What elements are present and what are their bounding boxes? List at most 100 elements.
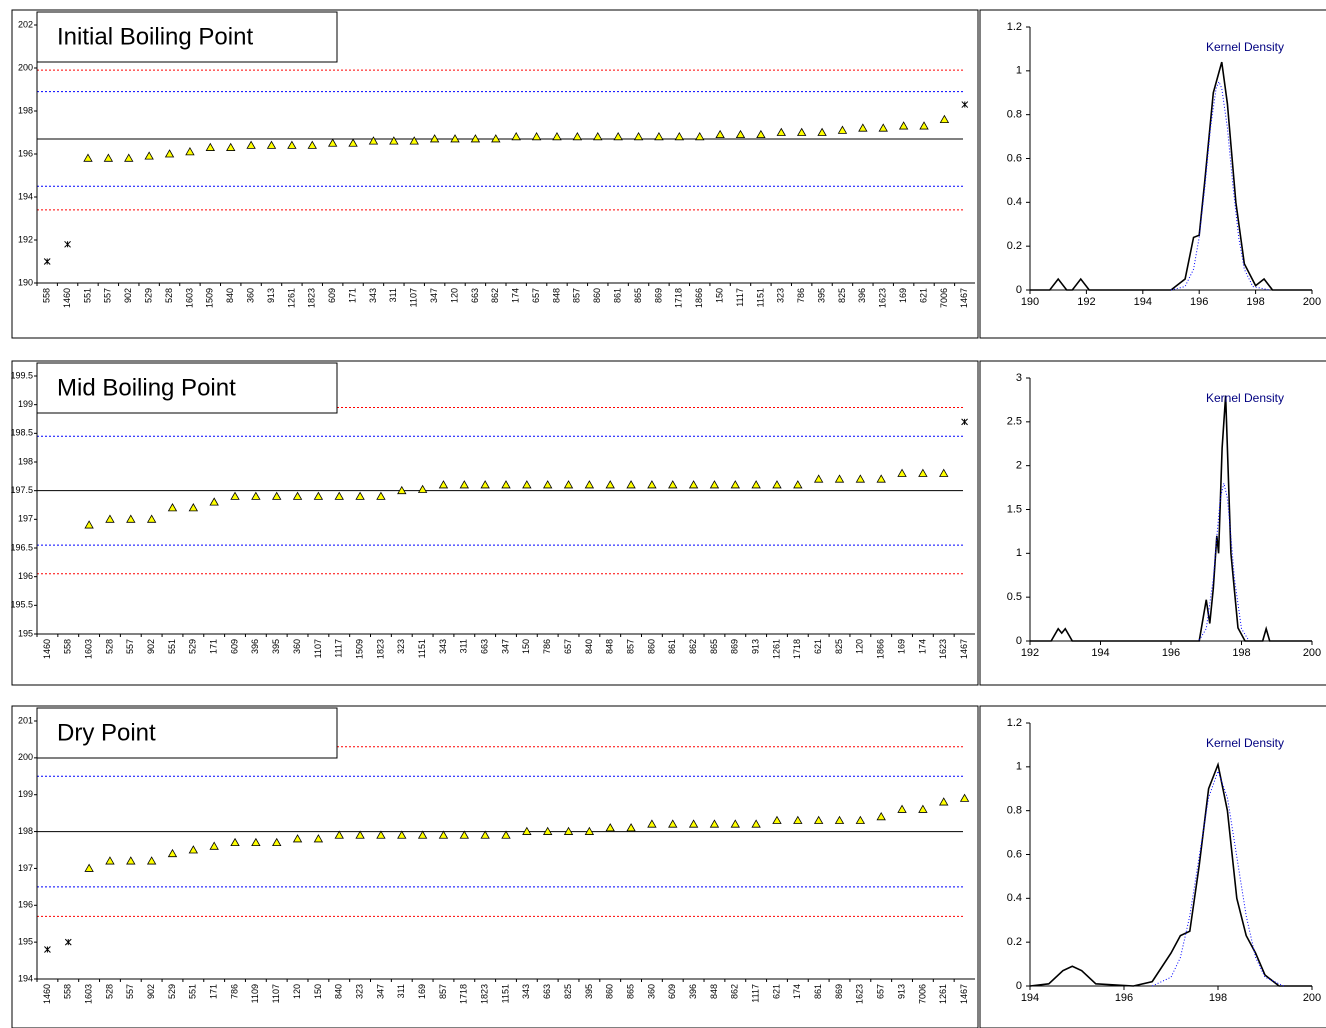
data-point <box>105 514 115 523</box>
data-point <box>83 153 93 162</box>
data-point <box>593 131 603 141</box>
x-tick-label: 169 <box>896 639 906 654</box>
data-point <box>126 856 136 865</box>
data-point <box>409 136 419 145</box>
y-tick-label: 0 <box>1016 635 1022 647</box>
x-tick-label: 663 <box>470 288 480 303</box>
data-point <box>730 480 740 489</box>
x-tick-label: 786 <box>542 639 552 654</box>
outlier-point <box>961 418 968 426</box>
x-tick-label: 1603 <box>184 288 194 308</box>
title-box <box>36 11 338 63</box>
data-point <box>613 131 623 141</box>
data-point <box>654 131 664 141</box>
x-tick-label: 657 <box>563 639 573 654</box>
data-point <box>103 153 114 162</box>
x-tick-label: 171 <box>209 639 219 654</box>
title-box <box>36 362 338 414</box>
x-tick-label: 192 <box>1077 296 1095 308</box>
x-tick-label: 396 <box>250 639 260 654</box>
data-point <box>647 480 657 489</box>
x-tick-label: 194 <box>1091 647 1109 659</box>
x-tick-label: 1261 <box>286 288 296 308</box>
y-tick-label: 195.5 <box>10 600 33 610</box>
x-tick-label: 862 <box>688 639 698 654</box>
x-tick-label: 200 <box>1303 647 1321 659</box>
x-tick-label: 861 <box>667 639 677 654</box>
data-point <box>647 819 657 828</box>
x-tick-label: 869 <box>730 639 740 654</box>
data-point <box>450 134 460 143</box>
x-tick-label: 190 <box>1021 296 1039 308</box>
x-tick-label: 840 <box>334 984 344 999</box>
data-point <box>817 127 827 136</box>
panel <box>11 360 979 686</box>
x-tick-label: 528 <box>104 639 114 654</box>
data-point <box>772 480 782 489</box>
data-point <box>542 826 553 835</box>
y-tick-label: 0.4 <box>1007 892 1022 904</box>
data-point <box>313 834 324 843</box>
data-point <box>772 815 782 824</box>
y-tick-label: 199 <box>18 789 33 799</box>
data-point <box>584 826 595 835</box>
x-tick-label: 557 <box>125 639 135 654</box>
data-point <box>834 474 845 483</box>
x-tick-label: 174 <box>917 639 927 654</box>
data-point <box>668 480 678 489</box>
data-point <box>84 520 94 529</box>
data-point <box>876 474 886 483</box>
data-point <box>542 480 553 489</box>
x-tick-label: 1261 <box>771 639 781 659</box>
x-tick-label: 860 <box>592 288 602 303</box>
data-point <box>209 497 219 506</box>
x-tick-label: 860 <box>605 984 615 999</box>
data-point <box>919 121 929 130</box>
data-point <box>878 123 888 132</box>
x-tick-label: 825 <box>837 288 847 303</box>
x-tick-label: 198 <box>1232 647 1250 659</box>
data-point <box>531 131 542 141</box>
x-tick-label: 848 <box>551 288 561 303</box>
y-tick-label: 198 <box>18 105 33 115</box>
data-point <box>348 138 358 147</box>
data-point <box>918 804 928 813</box>
annotation: Kernel Density <box>1206 40 1284 54</box>
y-tick-label: 0 <box>1016 284 1022 296</box>
y-tick-label: 197 <box>18 514 33 524</box>
data-point <box>897 804 907 813</box>
x-tick-label: 360 <box>292 639 302 654</box>
x-tick-label: 343 <box>521 984 531 999</box>
x-tick-label: 7006 <box>917 984 927 1004</box>
y-tick-label: 2.5 <box>1007 416 1022 428</box>
x-tick-label: 396 <box>857 288 867 303</box>
data-point <box>688 480 699 489</box>
data-point <box>918 468 928 477</box>
data-point <box>695 131 705 141</box>
panel <box>979 360 1326 686</box>
x-tick-label: 865 <box>709 639 719 654</box>
x-tick-label: 869 <box>834 984 844 999</box>
data-point <box>709 819 720 828</box>
y-tick-label: 198.5 <box>10 428 33 438</box>
data-point <box>230 837 240 847</box>
data-point <box>438 830 449 839</box>
data-point <box>626 823 636 832</box>
x-tick-label: 657 <box>531 288 541 303</box>
x-tick-label: 347 <box>375 984 385 999</box>
x-tick-label: 862 <box>490 288 500 303</box>
outlier-point <box>64 240 71 248</box>
y-tick-label: 196 <box>18 571 33 581</box>
data-point <box>272 491 282 500</box>
data-point <box>376 830 386 839</box>
x-tick-label: 558 <box>63 639 73 654</box>
data-point <box>355 491 365 500</box>
x-tick-label: 902 <box>146 984 156 999</box>
x-tick-label: 551 <box>167 639 177 654</box>
density-line <box>1151 769 1285 987</box>
data-point <box>776 127 786 136</box>
data-point <box>793 815 803 824</box>
data-point <box>939 114 950 123</box>
data-point <box>605 480 615 489</box>
